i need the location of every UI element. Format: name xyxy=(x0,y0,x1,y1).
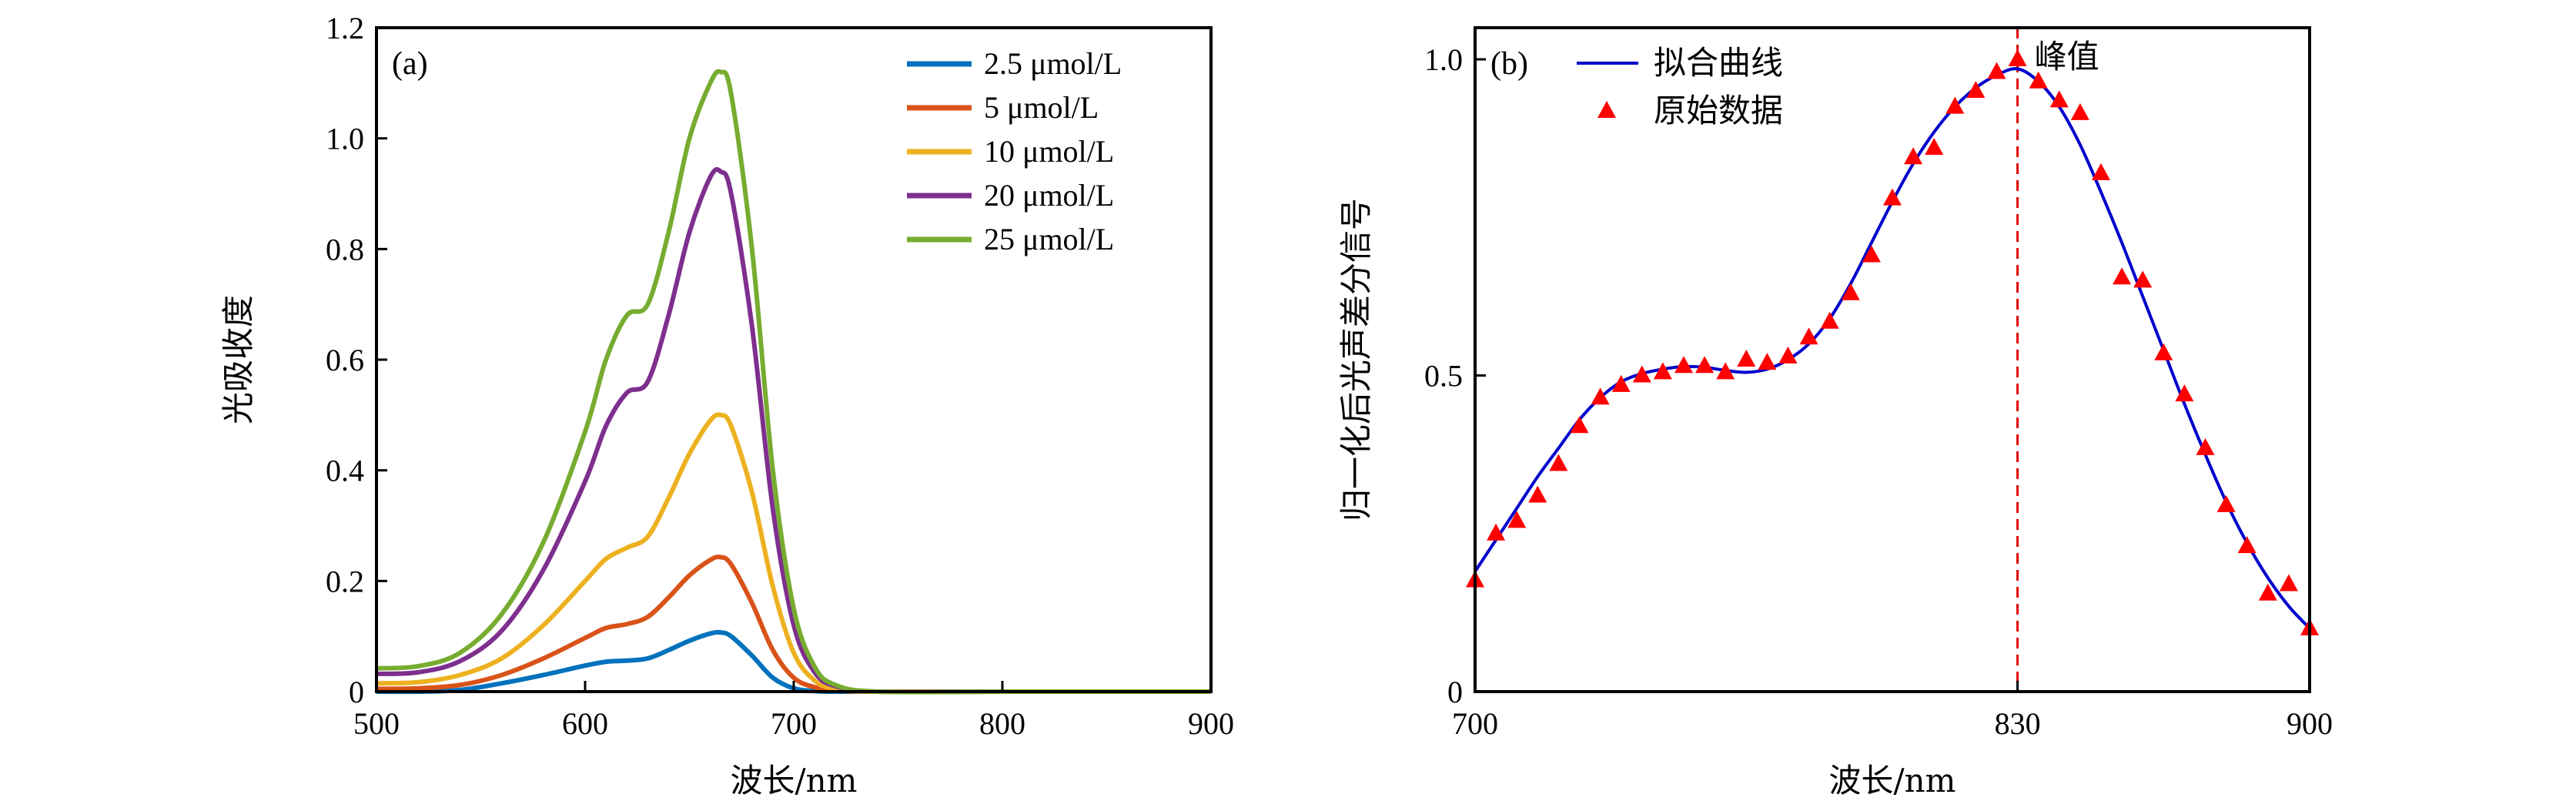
data-point xyxy=(1945,96,1965,114)
data-point xyxy=(2029,71,2048,89)
x-tick-label: 700 xyxy=(1452,706,1498,741)
y-tick-label: 0.8 xyxy=(326,232,364,266)
data-point xyxy=(1966,81,1986,99)
x-axis-title: 波长/nm xyxy=(730,762,857,799)
data-point xyxy=(2237,536,2257,554)
data-point xyxy=(2175,384,2194,402)
data-point xyxy=(2070,102,2089,120)
data-point xyxy=(1507,511,1527,528)
data-point xyxy=(1883,188,1902,206)
data-point xyxy=(1987,62,2006,79)
data-point xyxy=(2279,574,2298,591)
x-tick-label: 900 xyxy=(2287,706,2333,741)
data-point xyxy=(2258,583,2277,601)
data-point xyxy=(2092,163,2110,180)
y-tick-label: 1.2 xyxy=(326,11,364,45)
data-point xyxy=(1549,454,1568,471)
x-tick-label: 600 xyxy=(562,706,608,741)
x-axis-title: 波长/nm xyxy=(1828,762,1955,799)
series-line-2 xyxy=(376,412,1211,695)
panel-b xyxy=(1466,26,2319,693)
data-point xyxy=(1487,523,1506,541)
data-point xyxy=(2133,270,2153,288)
peak-label: 峰值 xyxy=(2035,38,2099,75)
data-point xyxy=(1674,356,1693,374)
data-point xyxy=(1632,365,1651,383)
data-point xyxy=(2154,343,2173,360)
data-point xyxy=(1570,416,1589,434)
legend-label: 20 μmol/L xyxy=(984,178,1114,213)
data-point xyxy=(1716,362,1735,380)
x-tick-label: 800 xyxy=(979,706,1025,741)
data-point xyxy=(1758,353,1777,370)
data-point xyxy=(2049,90,2069,108)
data-point xyxy=(1695,356,1715,374)
fit-curve xyxy=(1474,67,2311,630)
y-tick-label: 0.2 xyxy=(326,564,364,598)
data-point xyxy=(1591,387,1610,405)
data-point xyxy=(1841,283,1860,300)
y-tick-label: 1.0 xyxy=(326,122,364,156)
x-tick-label: 830 xyxy=(1995,706,2041,741)
data-point xyxy=(1904,147,1923,165)
data-point xyxy=(1862,245,1881,263)
panel-label: (a) xyxy=(392,46,428,82)
series-line-4 xyxy=(376,69,1211,695)
y-tick-label: 1.0 xyxy=(1424,42,1463,77)
data-point xyxy=(1778,346,1798,364)
legend-label: 原始数据 xyxy=(1654,92,1783,129)
legend-label: 25 μmol/L xyxy=(984,222,1114,256)
data-point xyxy=(1799,327,1818,345)
legend-label: 2.5 μmol/L xyxy=(984,46,1122,81)
data-point xyxy=(1820,311,1839,329)
x-tick-label: 500 xyxy=(353,706,400,741)
panel-label: (b) xyxy=(1490,46,1528,82)
x-tick-label: 900 xyxy=(1188,706,1234,741)
y-tick-label: 0.5 xyxy=(1424,359,1463,394)
legend-swatch-triangle xyxy=(1597,101,1616,118)
data-point xyxy=(2008,49,2027,67)
y-tick-label: 0.4 xyxy=(326,454,364,488)
data-point xyxy=(1611,374,1631,392)
plot-frame xyxy=(1474,26,2311,693)
y-tick-label: 0 xyxy=(1447,675,1463,709)
data-point xyxy=(2196,437,2215,455)
y-axis-title: 归一化后光声差分信号 xyxy=(1337,198,1375,521)
data-point xyxy=(1528,485,1547,503)
data-point xyxy=(1925,137,1944,155)
y-axis-title: 光吸收度 xyxy=(219,295,257,424)
legend-label: 5 μmol/L xyxy=(984,90,1099,125)
legend-label: 10 μmol/L xyxy=(984,134,1114,169)
legend-label: 拟合曲线 xyxy=(1654,44,1783,82)
y-tick-label: 0.6 xyxy=(326,343,364,377)
data-point xyxy=(2113,267,2132,285)
plot-frame xyxy=(375,26,1213,693)
data-point xyxy=(1737,350,1756,367)
data-point xyxy=(1653,362,1672,380)
panel-a xyxy=(375,26,1213,695)
data-point xyxy=(2216,494,2236,512)
x-tick-label: 700 xyxy=(771,706,817,741)
y-tick-label: 0 xyxy=(349,675,364,709)
